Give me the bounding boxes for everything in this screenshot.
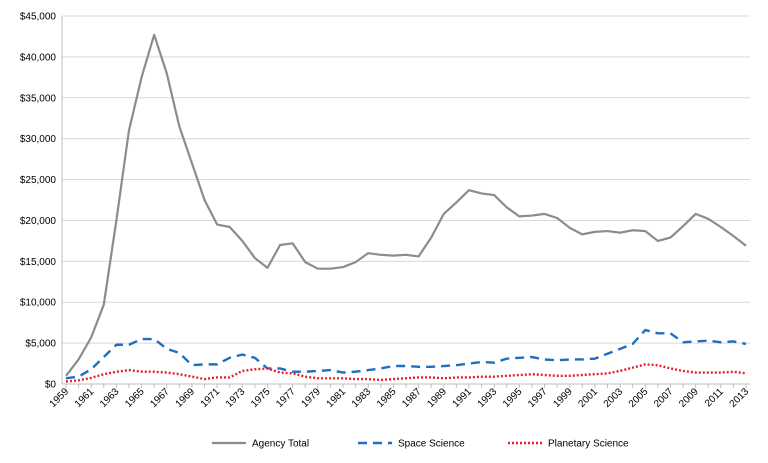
legend-label-agency-total: Agency Total (252, 439, 309, 450)
y-tick-label: $15,000 (20, 257, 57, 268)
y-tick-label: $25,000 (20, 175, 57, 186)
y-tick-label: $30,000 (20, 134, 57, 145)
y-tick-label: $10,000 (20, 298, 57, 309)
y-tick-label: $45,000 (20, 12, 57, 23)
y-axis-tick-labels: $0 $5,000 $10,000 $15,000 $20,000 $25,000 $30,… (20, 12, 57, 391)
legend: Agency Total Space Science Planetary Scien… (212, 439, 629, 450)
agency-total-line (65, 33, 747, 377)
legend-label-space-science: Space Science (398, 439, 465, 450)
y-tick-label: $20,000 (20, 216, 57, 227)
axes (61, 16, 750, 388)
space-science-line (65, 328, 747, 380)
y-tick-label: $35,000 (20, 93, 57, 104)
planetary-science-line (65, 363, 747, 383)
y-tick-label: $40,000 (20, 52, 57, 63)
legend-label-planetary-science: Planetary Science (548, 439, 629, 450)
y-tick-label: $5,000 (25, 339, 56, 350)
series-lines (65, 33, 747, 383)
gridlines (62, 15, 750, 344)
y-tick-label: $0 (45, 380, 57, 391)
